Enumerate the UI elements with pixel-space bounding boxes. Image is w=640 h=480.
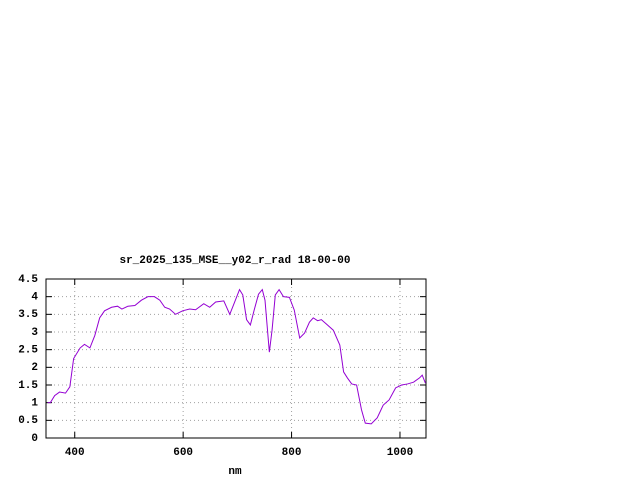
y-tick-label: 0 xyxy=(31,433,38,445)
data-line xyxy=(47,288,426,425)
y-tick-label: 3.5 xyxy=(18,309,38,321)
x-tick-label: 400 xyxy=(65,447,85,459)
y-tick-label: 1 xyxy=(31,398,38,410)
y-tick-label: 1.5 xyxy=(18,380,38,392)
x-axis-label: nm xyxy=(228,466,242,478)
y-tick-label: 4 xyxy=(31,292,38,304)
x-tick-label: 1000 xyxy=(387,447,413,459)
x-tick-label: 800 xyxy=(282,447,302,459)
plot-border xyxy=(45,278,427,439)
y-tick-label: 4.5 xyxy=(18,274,38,286)
y-tick-label: 2 xyxy=(31,362,38,374)
y-tick-label: 2.5 xyxy=(18,345,38,357)
x-tick-label: 600 xyxy=(173,447,193,459)
chart-title: sr_2025_135_MSE__y02_r_rad 18-00-00 xyxy=(119,255,350,267)
y-tick-label: 3 xyxy=(31,327,38,339)
y-tick-label: 0.5 xyxy=(18,415,38,427)
